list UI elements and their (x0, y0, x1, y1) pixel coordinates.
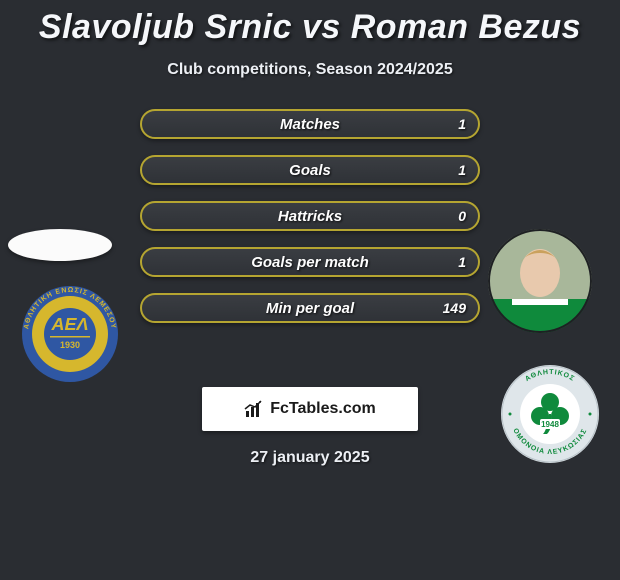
stat-label: Goals per match (142, 254, 478, 271)
stat-label: Matches (142, 116, 478, 133)
stat-label: Hattricks (142, 208, 478, 225)
player-photo-left (8, 229, 112, 261)
stat-label: Goals (142, 162, 478, 179)
stat-value-right: 1 (458, 254, 466, 270)
player-photo-right (488, 229, 592, 333)
stat-bar: Min per goal149 (140, 293, 480, 323)
stat-label: Min per goal (142, 300, 478, 317)
club-left-founded: 1930 (60, 340, 80, 350)
stat-bars: Matches1Goals1Hattricks0Goals per match1… (140, 109, 480, 339)
club-logo-left: ΑΘΛΗΤΙΚΗ ΕΝΩΣΙΣ ΛΕΜΕΣΟΥ ΑΕΛ 1930 (20, 284, 120, 384)
bar-chart-icon (244, 399, 266, 419)
page-subtitle: Club competitions, Season 2024/2025 (0, 61, 620, 79)
page-title: Slavoljub Srnic vs Roman Bezus (0, 0, 620, 47)
brand-text: FcTables.com (270, 400, 376, 418)
stat-bar: Goals per match1 (140, 247, 480, 277)
stat-bar: Hattricks0 (140, 201, 480, 231)
stat-bar: Matches1 (140, 109, 480, 139)
stat-value-right: 0 (458, 208, 466, 224)
stat-value-right: 1 (458, 116, 466, 132)
club-logo-right: ΑΘΛΗΤΙΚΟΣ ΟΜΟΝΟΙΑ ΛΕΥΚΩΣΙΑΣ 1948 (500, 364, 600, 464)
brand-link[interactable]: FcTables.com (202, 387, 418, 431)
stat-value-right: 149 (443, 300, 466, 316)
comparison-area: ΑΘΛΗΤΙΚΗ ΕΝΩΣΙΣ ΛΕΜΕΣΟΥ ΑΕΛ 1930 Matches… (0, 109, 620, 369)
stat-value-right: 1 (458, 162, 466, 178)
stat-bar: Goals1 (140, 155, 480, 185)
club-right-founded: 1948 (541, 420, 559, 429)
club-left-abbr: ΑΕΛ (50, 314, 88, 334)
